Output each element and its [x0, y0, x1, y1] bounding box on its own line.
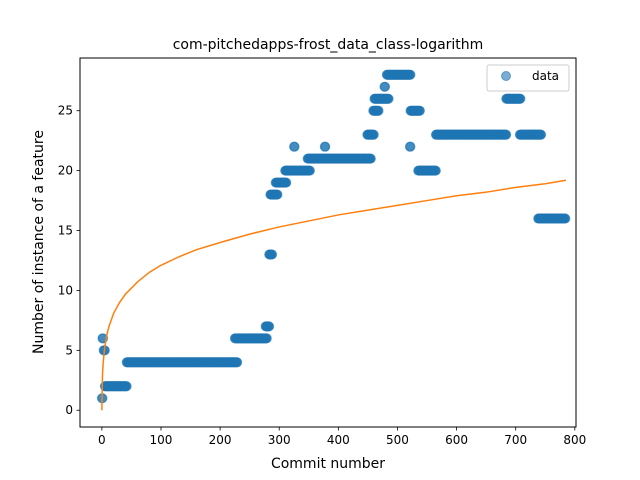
y-tick-label: 15: [58, 224, 73, 238]
fit-curve: [101, 179, 567, 411]
data-point: [405, 141, 416, 152]
y-tick-label: 25: [58, 104, 73, 118]
x-tick-label: 300: [268, 433, 291, 447]
x-tick-label: 400: [327, 433, 350, 447]
legend-label: data: [532, 69, 559, 83]
y-tick-label: 0: [65, 403, 73, 417]
data-point: [272, 189, 283, 200]
data-point: [368, 129, 379, 140]
x-tick-label: 700: [504, 433, 527, 447]
data-point: [414, 105, 425, 116]
data-point: [501, 129, 512, 140]
data-point: [380, 81, 391, 92]
y-axis-ticks: 0 5 10 15 20 25: [58, 104, 80, 417]
data-point: [405, 69, 416, 80]
x-tick-label: 600: [445, 433, 468, 447]
axes-frame: [79, 57, 577, 428]
data-point: [515, 93, 526, 104]
series-layer: [96, 69, 571, 411]
x-axis-label: Commit number: [271, 456, 385, 472]
x-tick-label: 100: [150, 433, 173, 447]
data-point: [365, 153, 376, 164]
y-tick-label: 10: [58, 283, 73, 297]
data-point: [304, 165, 315, 176]
data-point: [261, 333, 272, 344]
x-tick-label: 800: [563, 433, 586, 447]
data-point: [383, 93, 394, 104]
plot-area: [79, 57, 577, 428]
data-point: [121, 381, 132, 392]
data-point: [264, 321, 275, 332]
data-point: [536, 129, 547, 140]
data-point: [373, 105, 384, 116]
chart-title: com-pitchedapps-frost_data_class-logarit…: [173, 37, 484, 53]
data-point: [320, 141, 331, 152]
data-point: [267, 249, 278, 260]
x-axis-ticks: 0 100 200 300 400 500 600 700 800: [98, 427, 586, 447]
legend: data: [486, 64, 570, 92]
legend-marker: [501, 71, 511, 81]
x-tick-label: 0: [98, 433, 106, 447]
y-axis-label: Number of instance of a feature: [31, 130, 47, 354]
y-tick-label: 20: [58, 164, 73, 178]
data-point: [232, 357, 243, 368]
data-point: [289, 141, 300, 152]
data-point: [430, 165, 441, 176]
x-tick-label: 500: [386, 433, 409, 447]
x-tick-label: 200: [209, 433, 232, 447]
y-tick-label: 5: [65, 343, 73, 357]
data-point: [281, 177, 292, 188]
data-point: [560, 213, 571, 224]
